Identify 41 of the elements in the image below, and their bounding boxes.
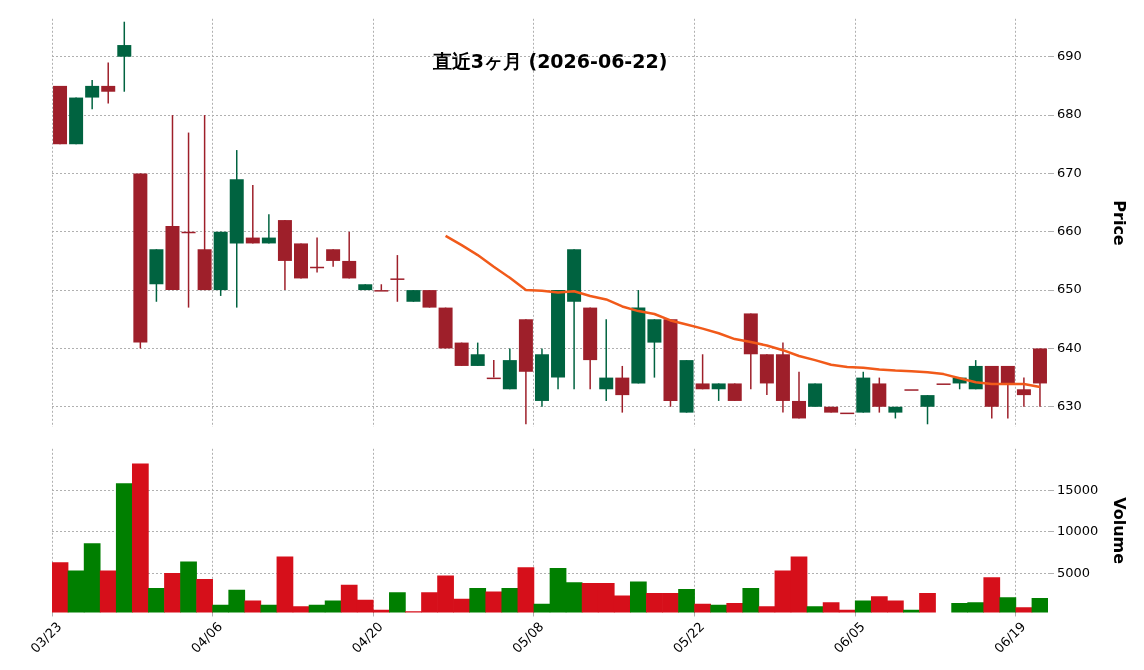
bar [1015,607,1033,613]
bar [196,578,213,613]
bar [148,588,165,613]
bar [485,591,503,613]
bar [629,581,647,613]
y-tick-label: 650 [1057,281,1082,297]
bar [164,573,181,613]
y-tick-label: 670 [1057,164,1082,180]
bar [694,603,711,613]
bar [501,588,519,613]
bar [52,562,69,613]
y-tick-label: 15000 [1057,481,1099,497]
bar [919,593,936,613]
y-tick-label: 660 [1057,223,1082,239]
bar [469,588,487,613]
y-tick-label: 640 [1057,339,1082,355]
bar [389,592,406,613]
bar [180,561,197,613]
candlestick [1016,377,1031,407]
bar [244,600,262,613]
text: 直近3ヶ月 (2026-06-22) [431,49,668,72]
bar [806,606,824,613]
y-tick-label: 680 [1057,106,1082,122]
bar [726,603,744,613]
y-tick-label: 630 [1057,398,1082,414]
bar [1031,598,1048,613]
bar [115,483,133,613]
bar [517,567,535,613]
y-tick-label: 10000 [1057,523,1099,539]
bar [999,597,1017,613]
y-tick-label: 690 [1057,48,1082,64]
y-axis-title: Price [1110,200,1130,246]
bar [983,577,1001,613]
y-axis-title: Volume [1110,497,1130,565]
bar [131,463,149,613]
y-tick-label: 5000 [1057,564,1091,580]
candlestick [599,319,614,401]
candlestick [101,62,116,104]
bar [678,588,695,613]
bar [742,588,760,613]
bar [99,570,117,613]
